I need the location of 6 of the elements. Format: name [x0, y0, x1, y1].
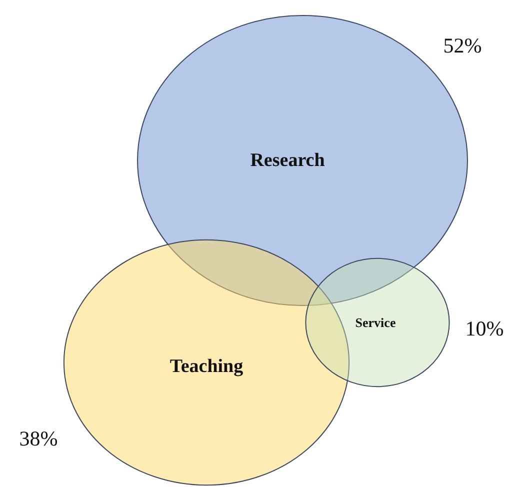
category-label: Research [250, 150, 326, 171]
data-label: 10% [465, 316, 504, 340]
category-label: Service [355, 315, 396, 330]
category-label: Teaching [170, 356, 244, 377]
data-label: 52% [443, 34, 482, 58]
data-label: 38% [19, 426, 58, 450]
